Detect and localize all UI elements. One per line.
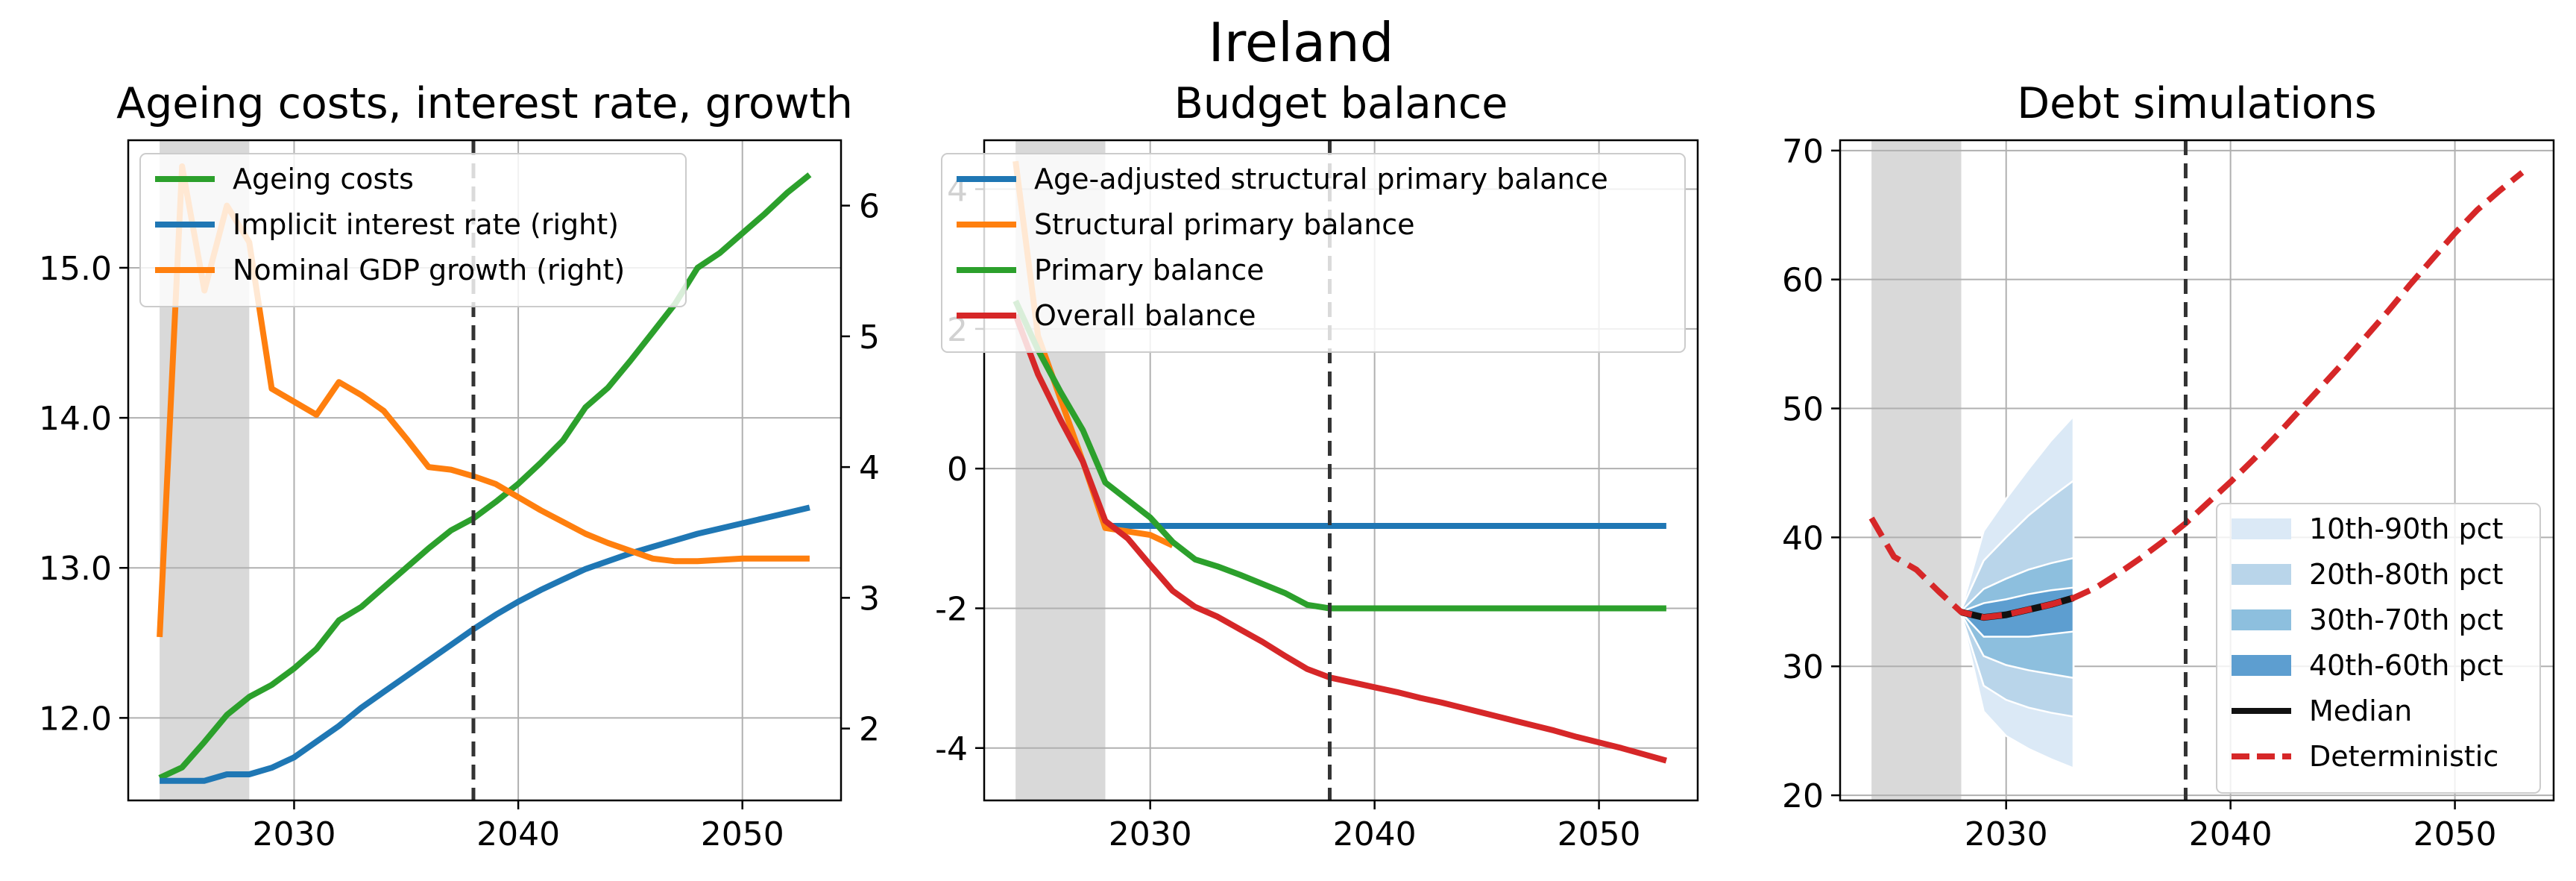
panel-1: Ageing costs, interest rate, growth 2030 2… [39,79,880,853]
legend-label: 20th-80th pct [2309,558,2503,591]
x-tick-label: 2030 [252,815,336,853]
y-tick-label: 50 [1782,391,1824,429]
legend-label: 30th-70th pct [2309,603,2503,636]
legend-box [139,153,687,307]
y2-tick-label: 3 [859,580,880,618]
x-tick-label: 2050 [2413,815,2497,853]
panel-2: Budget balance203020402050-4-2024Age-adj… [935,79,1699,853]
x-tick-label: 2050 [1558,815,1641,853]
x-tick-label: 2050 [701,815,784,853]
legend-label: Overall balance [1034,299,1256,332]
series-line-3 [1013,313,1667,764]
legend-label: 40th-60th pct [2309,649,2503,682]
legend: Age-adjusted structural primary balance S… [941,153,1686,353]
legend-swatch [2232,518,2291,539]
x-tick-label: 2040 [476,815,560,853]
y-tick-label: 30 [1782,648,1824,686]
legend-label: Age-adjusted structural primary balance [1034,163,1608,195]
y-tick-label: 13.0 [39,550,112,588]
axes-frame [983,139,1699,802]
legend-box [941,153,1686,353]
series-line-2 [157,163,810,638]
y2-tick-label: 6 [859,188,880,226]
legend-label: Ageing costs [233,163,414,195]
panel-title: Debt simulations [2017,79,2376,128]
y-tick-label: 60 [1782,262,1824,300]
y-tick-label: -4 [935,730,968,768]
series-line-0 [158,172,812,781]
y-tick-label: 15.0 [39,250,112,288]
legend-label: Deterministic [2309,740,2498,773]
y2-tick-label: 5 [859,319,880,357]
legend: 10th-90th pct 20th-80th pct 30th-70th pct 4… [2216,503,2541,794]
y-tick-label: 20 [1782,777,1824,815]
x-tick-label: 2040 [1333,815,1417,853]
x-tick-label: 2030 [1965,815,2048,853]
legend-label: Implicit interest rate (right) [233,208,619,241]
y-tick-label: 40 [1782,519,1824,557]
y-tick-label: 12.0 [39,700,112,738]
axes-frame [1839,139,2555,802]
legend-label: Primary balance [1034,254,1265,286]
panel-title: Ageing costs, interest rate, growth [116,79,853,128]
axes-frame [127,139,843,802]
legend-swatch [2232,564,2291,585]
y-tick-label: 14.0 [39,400,112,438]
x-tick-label: 2040 [2189,815,2273,853]
x-tick-label: 2030 [1109,815,1192,853]
series-line-1 [1868,170,2525,621]
y-tick-label: -2 [935,590,968,628]
series-line-2 [1013,299,1666,612]
y-tick-label: 70 [1782,133,1824,171]
y-tick-label: 0 [947,451,968,489]
legend-swatch [2232,655,2291,676]
legend-label: Structural primary balance [1034,208,1415,241]
legend-label: 10th-90th pct [2309,512,2503,545]
panel-title: Budget balance [1174,79,1508,128]
legend-label: Median [2309,695,2412,727]
y2-tick-label: 2 [859,711,880,749]
legend-label: Nominal GDP growth (right) [233,254,625,286]
legend-swatch [2232,609,2291,630]
legend: Ageing costs Implicit interest rate (righ… [139,153,687,307]
shaded-span [1871,140,1962,800]
series-line-1 [160,504,810,784]
y2-tick-label: 4 [859,449,880,487]
legend-box [2216,503,2541,794]
figure-title: Ireland [1208,11,1394,74]
